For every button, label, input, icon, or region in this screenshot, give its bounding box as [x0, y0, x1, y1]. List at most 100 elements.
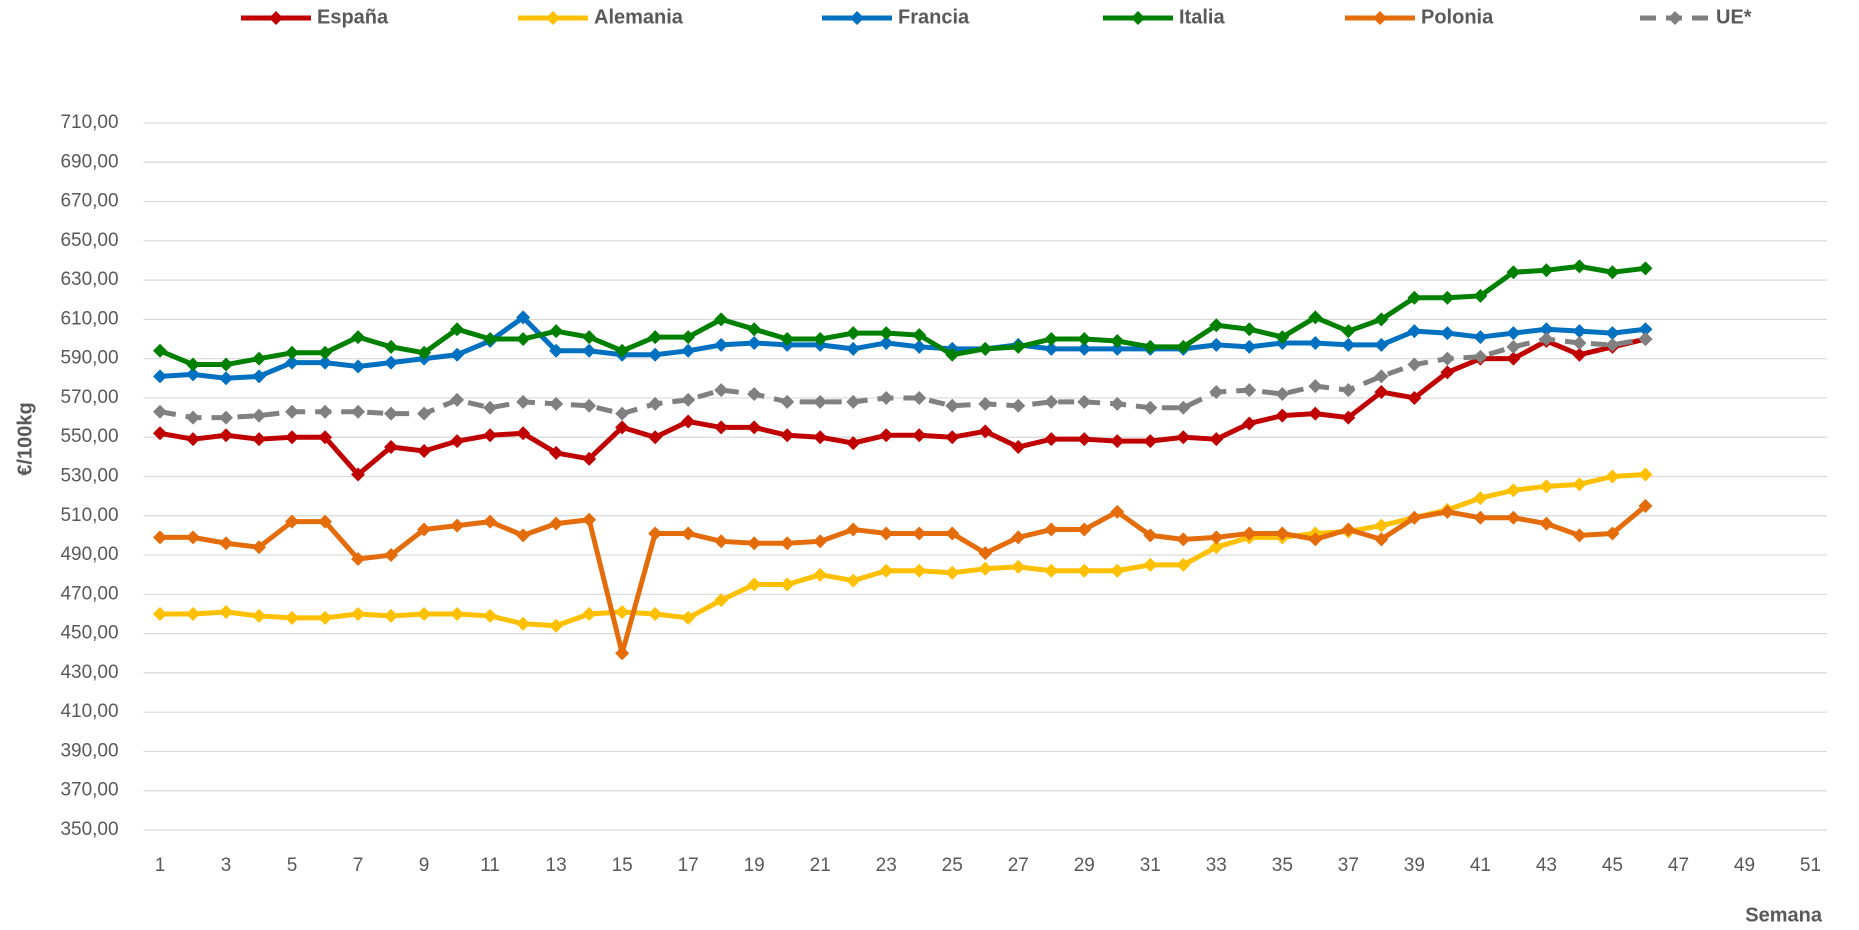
y-tick-label: 410,00	[60, 701, 118, 722]
marker	[1275, 330, 1290, 345]
marker	[879, 335, 894, 350]
marker	[1209, 337, 1224, 352]
legend-marker	[1668, 11, 1682, 25]
marker	[1572, 347, 1587, 362]
legend-item: Francia	[822, 6, 970, 28]
legend-item: Italia	[1103, 6, 1225, 28]
marker	[681, 392, 696, 407]
marker	[1077, 522, 1092, 537]
marker	[1242, 339, 1257, 354]
marker	[879, 526, 894, 541]
marker	[681, 526, 696, 541]
marker	[945, 565, 960, 580]
y-tick-label: 590,00	[60, 348, 118, 369]
marker	[483, 608, 498, 623]
marker	[1011, 559, 1026, 574]
marker	[1572, 335, 1587, 350]
marker	[516, 332, 531, 347]
marker	[1308, 379, 1323, 394]
marker	[780, 394, 795, 409]
marker	[582, 451, 597, 466]
x-tick-label: 31	[1140, 855, 1161, 876]
marker	[978, 424, 993, 439]
marker	[450, 322, 465, 337]
x-tick-label: 25	[942, 855, 963, 876]
legend-marker	[850, 11, 864, 25]
marker	[186, 530, 201, 545]
x-tick-label: 47	[1668, 855, 1689, 876]
marker	[1341, 410, 1356, 425]
marker	[1242, 322, 1257, 337]
y-tick-label: 530,00	[60, 466, 118, 487]
marker	[153, 404, 168, 419]
marker	[1506, 265, 1521, 280]
marker	[912, 339, 927, 354]
marker	[1473, 491, 1488, 506]
marker	[1407, 510, 1422, 525]
marker	[1374, 312, 1389, 327]
marker	[516, 616, 531, 631]
marker	[1110, 434, 1125, 449]
marker	[846, 436, 861, 451]
marker	[582, 398, 597, 413]
marker	[1572, 324, 1587, 339]
marker	[153, 369, 168, 384]
marker	[681, 343, 696, 358]
x-tick-label: 45	[1602, 855, 1623, 876]
marker	[1473, 349, 1488, 364]
marker	[384, 406, 399, 421]
marker	[1374, 385, 1389, 400]
y-tick-label: 350,00	[60, 819, 118, 840]
marker	[912, 428, 927, 443]
legend-item: Polonia	[1345, 6, 1494, 28]
marker	[351, 606, 366, 621]
marker	[1638, 261, 1653, 276]
marker	[285, 404, 300, 419]
marker	[582, 512, 597, 527]
series-line	[160, 504, 1648, 656]
marker	[351, 359, 366, 374]
marker	[1044, 341, 1059, 356]
marker	[1308, 335, 1323, 350]
marker	[450, 434, 465, 449]
marker	[1044, 522, 1059, 537]
x-tick-label: 51	[1800, 855, 1821, 876]
marker	[1539, 332, 1554, 347]
y-tick-label: 570,00	[60, 387, 118, 408]
marker	[417, 522, 432, 537]
marker	[1506, 510, 1521, 525]
marker	[1242, 383, 1257, 398]
marker	[681, 330, 696, 345]
marker	[1374, 337, 1389, 352]
x-tick-label: 21	[810, 855, 831, 876]
marker	[153, 530, 168, 545]
marker	[846, 341, 861, 356]
marker	[1176, 557, 1191, 572]
marker	[483, 332, 498, 347]
marker	[912, 563, 927, 578]
legend-label: Italia	[1179, 6, 1225, 28]
marker	[846, 394, 861, 409]
marker	[648, 526, 663, 541]
marker	[318, 345, 333, 360]
marker	[780, 536, 795, 551]
x-tick-label: 27	[1008, 855, 1029, 876]
legend-marker	[1373, 11, 1387, 25]
x-tick-label: 17	[678, 855, 699, 876]
marker	[945, 526, 960, 541]
marker	[1176, 400, 1191, 415]
marker	[351, 330, 366, 345]
y-tick-label: 610,00	[60, 308, 118, 329]
marker	[186, 367, 201, 382]
marker	[1209, 530, 1224, 545]
marker	[582, 606, 597, 621]
marker	[1638, 322, 1653, 337]
marker	[1110, 563, 1125, 578]
marker	[219, 536, 234, 551]
y-tick-label: 390,00	[60, 740, 118, 761]
marker	[1506, 483, 1521, 498]
marker	[219, 605, 234, 620]
marker	[1143, 400, 1158, 415]
series	[153, 332, 1653, 425]
marker	[648, 396, 663, 411]
